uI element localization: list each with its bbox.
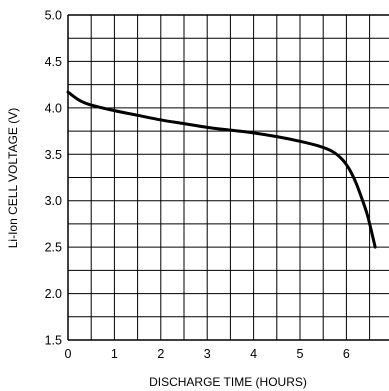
y-tick-label: 4.0 (45, 101, 62, 115)
y-tick-label: 2.5 (45, 241, 62, 255)
x-tick-label: 0 (65, 347, 72, 361)
series-line (66, 90, 377, 249)
y-tick-label: 3.0 (45, 194, 62, 208)
x-tick-label: 1 (111, 347, 118, 361)
y-tick-label: 5.0 (45, 9, 62, 23)
y-tick-label: 3.5 (45, 148, 62, 162)
y-tick-label: 1.5 (45, 334, 62, 348)
x-tick-label: 3 (204, 347, 211, 361)
y-tick-label: 4.5 (45, 55, 62, 69)
y-axis-label: Li-Ion CELL VOLTAGE (V) (6, 108, 20, 249)
y-tick-labels: 1.5 2.0 2.5 3.0 3.5 4.0 4.5 5.0 (45, 9, 62, 348)
x-tick-label: 5 (297, 347, 304, 361)
x-tick-label: 6 (343, 347, 350, 361)
y-tick-label: 2.0 (45, 287, 62, 301)
x-tick-label: 4 (250, 347, 257, 361)
x-tick-label: 2 (157, 347, 164, 361)
x-axis-label: DISCHARGE TIME (HOURS) (149, 375, 307, 389)
x-tick-labels: 01234567 (65, 347, 350, 361)
